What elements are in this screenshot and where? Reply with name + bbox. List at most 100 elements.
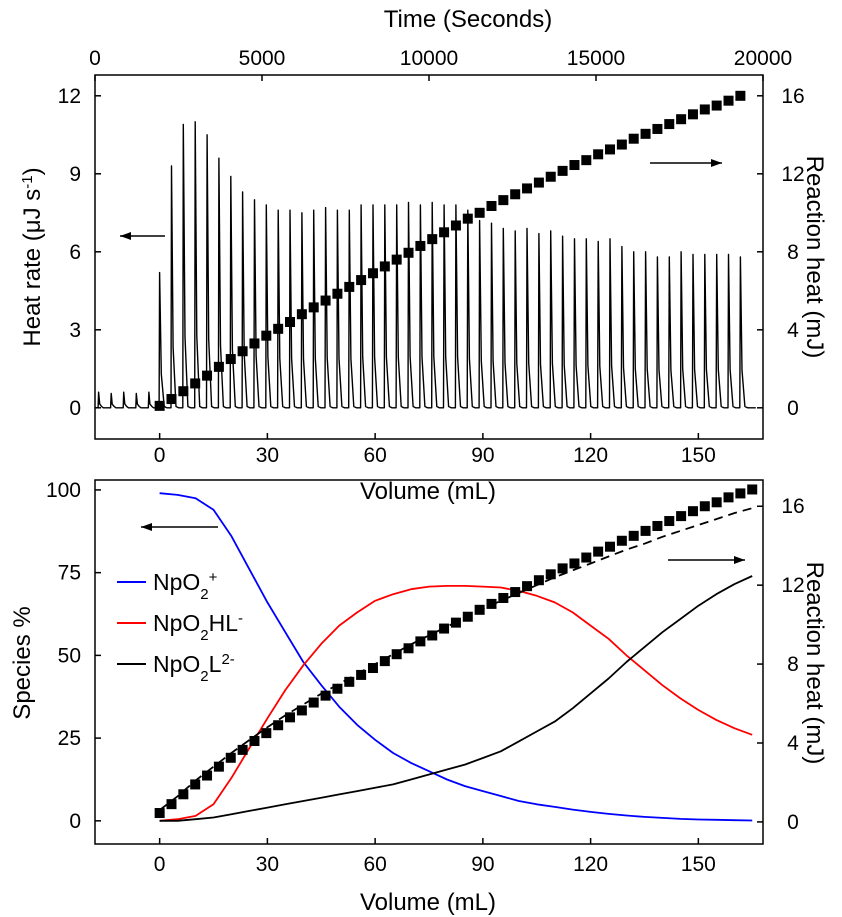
top-y-left-tick-label: 9 — [69, 163, 81, 186]
top-x-top-tick-label: 15000 — [567, 47, 625, 70]
bottom-reaction-heat-marker — [190, 779, 201, 790]
bottom-reaction-heat-marker — [379, 656, 390, 667]
bottom-reaction-heat-markers — [154, 484, 758, 819]
bottom-species-lines — [159, 492, 753, 822]
bottom-reaction-heat-marker — [687, 506, 698, 517]
bottom-species-line-NpO2L2- — [159, 575, 753, 822]
top-reaction-heat-marker — [664, 119, 675, 130]
top-reaction-heat-marker — [723, 95, 734, 106]
top-reaction-heat-marker — [557, 165, 568, 176]
bottom-reaction-heat-marker — [178, 789, 189, 800]
top-heat-rate-line — [95, 121, 756, 409]
top-reaction-heat-marker — [522, 183, 533, 194]
top-x-top-tick-label: 0 — [89, 47, 101, 70]
top-x-top-tick-label: 10000 — [400, 47, 458, 70]
top-reaction-heat-marker — [356, 275, 367, 286]
bottom-y-left-ticks: 0 25 50 75 100 — [46, 479, 101, 833]
top-reaction-heat-marker — [699, 104, 710, 115]
top-reaction-heat-marker — [498, 195, 509, 206]
bottom-reaction-heat-marker — [593, 546, 604, 557]
top-x-top-tick-label: 20000 — [734, 47, 792, 70]
bottom-reaction-heat-marker — [735, 488, 746, 499]
top-x-bottom-ticks: 0 30 60 90 120 150 — [154, 433, 716, 467]
bottom-y-left-tick-label: 50 — [58, 644, 81, 667]
bottom-x-axis-label: Volume (mL) — [360, 889, 496, 916]
bottom-reaction-heat-marker — [486, 598, 497, 609]
bottom-reaction-heat-marker — [569, 558, 580, 569]
top-reaction-heat-markers — [154, 90, 746, 411]
top-y-right-tick-label: 12 — [781, 163, 804, 186]
bottom-x-tick-label: 30 — [256, 853, 279, 876]
bottom-y-left-axis-label: Species % — [9, 606, 36, 719]
top-x-tick-label: 60 — [363, 444, 386, 467]
bottom-x-tick-label: 0 — [154, 853, 166, 876]
bottom-reaction-heat-marker — [166, 799, 177, 810]
top-reaction-heat-marker — [545, 171, 556, 182]
bottom-reaction-heat-fit-line — [159, 507, 753, 811]
top-y-right-tick-label: 8 — [787, 241, 799, 264]
bottom-reaction-heat-marker — [699, 501, 710, 512]
top-reaction-heat-marker — [332, 288, 343, 299]
top-x-tick-label: 150 — [681, 444, 716, 467]
bottom-reaction-heat-marker — [403, 643, 414, 654]
top-reaction-heat-marker — [344, 281, 355, 292]
bottom-y-right-tick-label: 0 — [787, 811, 799, 834]
top-reaction-heat-marker — [308, 302, 319, 313]
top-left-arrow-head — [120, 232, 131, 240]
bottom-reaction-heat-marker — [640, 525, 651, 536]
bottom-y-right-tick-label: 16 — [781, 495, 804, 518]
top-reaction-heat-marker — [261, 330, 272, 341]
top-reaction-heat-marker — [391, 254, 402, 265]
top-reaction-heat-marker — [581, 155, 592, 166]
bottom-y-left-tick-label: 100 — [46, 479, 81, 502]
top-reaction-heat-marker — [640, 128, 651, 139]
bottom-reaction-heat-marker — [628, 530, 639, 541]
bottom-reaction-heat-marker — [581, 552, 592, 563]
bottom-reaction-heat-marker — [557, 563, 568, 574]
bottom-reaction-heat-marker — [498, 592, 509, 603]
bottom-reaction-heat-marker — [510, 587, 521, 598]
bottom-reaction-heat-marker — [605, 541, 616, 552]
top-reaction-heat-marker — [166, 394, 177, 405]
bottom-reaction-heat-marker — [367, 663, 378, 674]
top-reaction-heat-marker — [225, 354, 236, 365]
top-reaction-heat-marker — [320, 295, 331, 306]
top-reaction-heat-marker — [462, 213, 473, 224]
bottom-reaction-heat-marker — [415, 636, 426, 647]
top-panel: Time (Seconds) 0 5000 10000 15000 20000 0 30 6… — [19, 6, 829, 467]
legend-label: NpO2+ — [153, 569, 218, 603]
top-x-tick-label: 90 — [471, 444, 494, 467]
bottom-reaction-heat-marker — [308, 697, 319, 708]
top-y-left-tick-label: 0 — [69, 397, 81, 420]
bottom-reaction-heat-marker — [202, 770, 213, 781]
top-y-right-tick-label: 0 — [787, 397, 799, 420]
top-y-left-tick-label: 3 — [69, 319, 81, 342]
top-reaction-heat-marker — [628, 133, 639, 144]
bottom-reaction-heat-marker — [237, 744, 248, 755]
top-y-right-ticks: 0 4 8 12 16 — [757, 85, 805, 420]
legend-label: NpO2HL- — [153, 610, 243, 644]
bottom-y-left-tick-label: 0 — [69, 810, 81, 833]
bottom-reaction-heat-marker — [225, 752, 236, 763]
top-reaction-heat-marker — [616, 139, 627, 150]
top-reaction-heat-marker — [403, 247, 414, 258]
top-reaction-heat-marker — [273, 323, 284, 334]
bottom-reaction-heat-marker — [356, 669, 367, 680]
top-x-tick-label: 30 — [256, 444, 279, 467]
top-reaction-heat-marker — [510, 189, 521, 200]
top-arrows — [120, 159, 722, 240]
top-reaction-heat-marker — [474, 207, 485, 218]
top-reaction-heat-marker — [237, 346, 248, 357]
top-reaction-heat-marker — [427, 234, 438, 245]
top-right-arrow-head — [711, 159, 722, 167]
bottom-plot-frame — [94, 479, 764, 845]
bottom-reaction-heat-marker — [320, 690, 331, 701]
bottom-panel: 0 30 60 90 120 150 0 25 50 75 100 0 4 8 12 16 Volume … — [9, 479, 828, 916]
top-x-axis-label: Volume (mL) — [360, 478, 496, 505]
bottom-reaction-heat-marker — [154, 808, 165, 819]
top-reaction-heat-marker — [249, 338, 260, 349]
top-y-left-axis-label: Heat rate (μJ s-1) — [19, 167, 47, 346]
bottom-reaction-heat-marker — [391, 649, 402, 660]
top-reaction-heat-marker — [533, 177, 544, 188]
bottom-reaction-heat-marker — [439, 623, 450, 634]
